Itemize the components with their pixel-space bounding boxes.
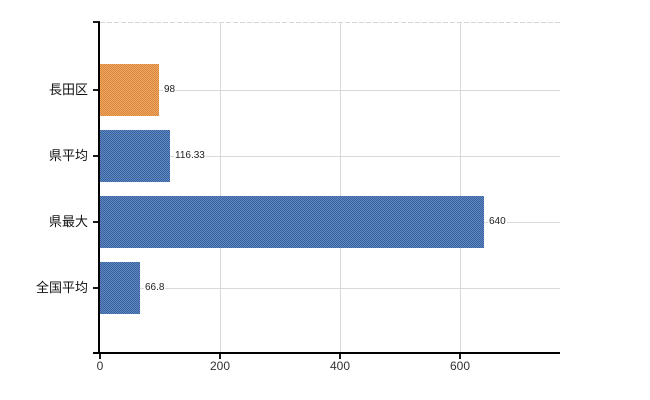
x-tick-label: 400 bbox=[329, 359, 351, 373]
category-tick bbox=[93, 221, 100, 223]
x-axis bbox=[93, 352, 560, 354]
category-tick bbox=[93, 89, 100, 91]
bar bbox=[100, 196, 484, 248]
y-axis-top-tick bbox=[93, 21, 100, 23]
x-axis-tick bbox=[459, 354, 461, 359]
gridline-vertical bbox=[460, 22, 461, 352]
bar-value-label: 116.33 bbox=[174, 150, 206, 162]
gridline-horizontal bbox=[100, 156, 560, 157]
category-tick bbox=[93, 155, 100, 157]
x-axis-tick bbox=[219, 354, 221, 359]
gridline-horizontal bbox=[100, 288, 560, 289]
bar bbox=[100, 262, 140, 314]
category-label: 長田区 bbox=[48, 82, 88, 97]
bar-value-label: 98 bbox=[163, 84, 177, 96]
category-tick bbox=[93, 287, 100, 289]
y-axis bbox=[98, 22, 100, 354]
x-tick-label: 200 bbox=[209, 359, 231, 373]
x-axis-tick bbox=[99, 354, 101, 359]
gridline-vertical bbox=[340, 22, 341, 352]
bar-value-label: 66.8 bbox=[144, 282, 166, 294]
gridline-horizontal bbox=[100, 90, 560, 91]
category-label: 県最大 bbox=[48, 214, 88, 229]
x-tick-label: 600 bbox=[449, 359, 471, 373]
bar-value-label: 640 bbox=[488, 216, 507, 228]
bar bbox=[100, 130, 170, 182]
category-label: 県平均 bbox=[48, 148, 88, 163]
x-axis-tick bbox=[339, 354, 341, 359]
plot-top-gridline bbox=[100, 22, 560, 23]
category-label: 全国平均 bbox=[35, 280, 88, 295]
gridline-vertical bbox=[220, 22, 221, 352]
x-tick-label: 0 bbox=[96, 359, 104, 373]
bar bbox=[100, 64, 159, 116]
